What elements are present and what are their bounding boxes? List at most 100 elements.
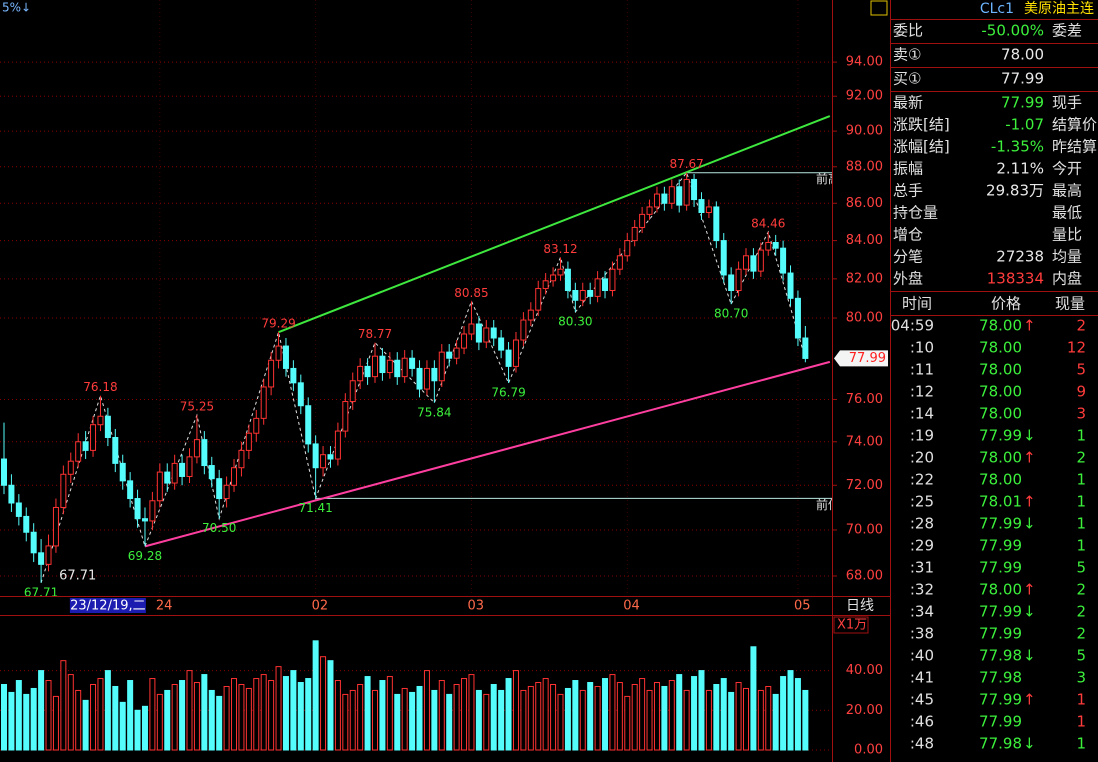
- candle-body: [676, 186, 683, 206]
- candle-body: [705, 206, 712, 214]
- trade-qty: 1: [1076, 493, 1086, 511]
- trade-qty: 1: [1076, 537, 1086, 555]
- trade-time: :38: [910, 625, 934, 643]
- candle-body: [245, 432, 252, 451]
- volume-bar: [334, 680, 341, 751]
- candle-body: [483, 327, 490, 343]
- trade-time: :40: [910, 647, 934, 665]
- volume-bar: [468, 674, 475, 751]
- volume-bar: [52, 695, 59, 751]
- candle-body: [119, 462, 126, 482]
- trade-price: 77.99: [979, 559, 1022, 577]
- high-label: 84.46: [751, 216, 785, 230]
- candle-body: [156, 471, 163, 502]
- trade-price: 77.99: [979, 713, 1022, 731]
- candle-body: [97, 415, 104, 426]
- trade-qty: 5: [1076, 647, 1086, 665]
- volume-bar: [379, 680, 386, 751]
- volume-bar: [231, 678, 238, 751]
- candle-body: [535, 288, 542, 311]
- y-tick-label: 74.00: [846, 434, 883, 449]
- volume-bar: [609, 674, 616, 751]
- trade-qty: 3: [1076, 405, 1086, 423]
- trade-arrow: ↓: [1023, 515, 1036, 533]
- trade-arrow: ↓: [1023, 735, 1036, 753]
- candle-body: [609, 268, 616, 292]
- candle-body: [372, 355, 378, 378]
- volume-bar: [431, 689, 438, 751]
- trade-qty: 9: [1076, 383, 1086, 401]
- candle-body: [631, 226, 638, 242]
- candle-body: [542, 280, 549, 290]
- volume-bar: [676, 674, 683, 751]
- candle-body: [691, 178, 698, 201]
- trade-time: :41: [910, 669, 934, 687]
- x-tick-label: 05: [794, 599, 811, 614]
- volume-bar: [542, 678, 549, 751]
- volume-bar: [60, 660, 67, 751]
- quote-right-label: 量比: [1052, 226, 1082, 244]
- candle-body: [624, 240, 631, 257]
- trade-time: :28: [910, 515, 934, 533]
- trade-price: 77.98: [979, 669, 1022, 687]
- candle-body: [802, 337, 809, 359]
- volume-bar: [594, 685, 601, 751]
- candle-body: [735, 268, 742, 292]
- trade-price: 77.99: [979, 691, 1022, 709]
- volume-bar: [193, 682, 200, 751]
- candle-body: [179, 462, 186, 477]
- corner-box: [870, 0, 888, 16]
- candle-body: [379, 355, 386, 374]
- cursor-date-box: [69, 598, 146, 613]
- candle-body: [713, 206, 720, 242]
- volume-bar: [794, 678, 801, 751]
- quote-value: 78.00: [1001, 46, 1044, 64]
- quote-right-label: 现手: [1052, 94, 1082, 112]
- trade-price: 77.99: [979, 537, 1022, 555]
- candle-body: [45, 545, 52, 565]
- candle-body: [186, 456, 193, 477]
- volume-bar: [653, 682, 660, 751]
- quote-value: 27238: [996, 248, 1044, 266]
- high-label: 79.29: [261, 317, 295, 331]
- candle-body: [423, 367, 430, 390]
- x-tick-label: 24: [156, 599, 173, 614]
- candle-body: [171, 462, 178, 484]
- volume-bar: [683, 689, 690, 751]
- volume-bar: [8, 691, 15, 751]
- volume-bar: [520, 689, 527, 751]
- candle-body: [683, 178, 690, 206]
- quote-right-label: 今开: [1052, 160, 1082, 178]
- volume-bar: [357, 683, 364, 751]
- volume-bar: [156, 693, 163, 751]
- volume-bar: [90, 683, 97, 751]
- trade-qty: 5: [1076, 361, 1086, 379]
- candle-body: [297, 382, 304, 407]
- trade-time: :31: [910, 559, 934, 577]
- volume-bar: [461, 678, 468, 751]
- volume-bar: [668, 680, 675, 751]
- volume-bar: [757, 689, 764, 751]
- trade-qty: 2: [1076, 603, 1086, 621]
- quote-label: 外盘: [893, 270, 923, 288]
- trade-arrow: ↓: [1023, 603, 1036, 621]
- quote-right-label: 昨结算: [1052, 138, 1097, 156]
- volume-bar: [179, 680, 186, 751]
- candle-body: [646, 206, 653, 215]
- high-label: 75.25: [180, 400, 214, 414]
- x-tick-label: 03: [467, 599, 484, 614]
- y-tick-label: 90.00: [846, 124, 883, 139]
- candle-body: [208, 465, 215, 480]
- volume-bar: [631, 683, 638, 751]
- candle-body: [594, 278, 601, 297]
- trade-arrow: ↑: [1023, 449, 1036, 467]
- quote-label: 分笔: [893, 248, 923, 266]
- y-tick-label: 40.00: [846, 663, 883, 678]
- volume-bar: [327, 660, 334, 751]
- candle-body: [364, 365, 371, 378]
- candle-body: [127, 480, 134, 500]
- volume-bar: [691, 676, 698, 751]
- trade-arrow: ↓: [1023, 647, 1036, 665]
